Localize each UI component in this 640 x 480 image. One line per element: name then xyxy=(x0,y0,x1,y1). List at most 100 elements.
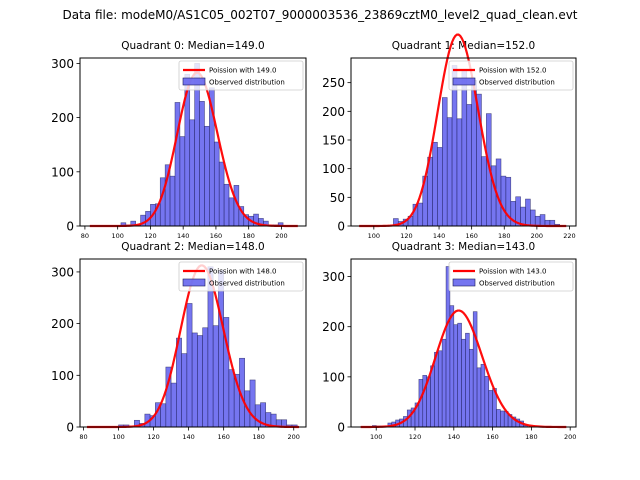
legend-bar-swatch xyxy=(452,278,476,287)
y-tick-label: 100 xyxy=(322,370,345,384)
x-tick-label: 200 xyxy=(564,433,576,441)
histogram-bar xyxy=(204,125,210,227)
histogram-bar xyxy=(466,104,472,227)
histogram-bar xyxy=(534,215,541,227)
histogram-bar xyxy=(218,161,225,227)
histogram-bar xyxy=(437,350,443,428)
x-tick-label: 160 xyxy=(210,232,222,240)
legend: Poission with 143.0 Observed distribution xyxy=(448,261,574,292)
y-tick-label: 300 xyxy=(322,270,345,284)
plot-frame xyxy=(350,57,577,227)
y-tick-label: 200 xyxy=(51,317,74,331)
legend-label-observed: Observed distribution xyxy=(479,79,555,87)
histogram-bar xyxy=(488,390,493,428)
x-tick-label: 100 xyxy=(111,232,123,240)
histogram-bar xyxy=(525,198,531,227)
histogram-bar xyxy=(441,338,447,428)
histogram-bar xyxy=(539,214,546,227)
histogram-bar xyxy=(249,379,256,428)
y-tick-label: 50 xyxy=(330,191,345,205)
legend: Poission with 148.0 Observed distribution xyxy=(178,261,304,292)
histogram-bar xyxy=(228,369,235,428)
quadrant-0-panel: Quadrant 0: Median=149.0 80 100 120 140 160 18… xyxy=(51,40,307,240)
x-tick-label: 100 xyxy=(112,433,124,441)
x-tick-label: 160 xyxy=(465,232,477,240)
x-tick-label: 160 xyxy=(486,433,498,441)
histogram-bar xyxy=(500,175,507,227)
x-tick-label: 80 xyxy=(79,433,87,441)
x-tick-label: 80 xyxy=(81,232,89,240)
legend-bar-swatch xyxy=(182,77,206,86)
x-tick-label: 120 xyxy=(400,232,412,240)
figure-title: Data file: modeM0/AS1C05_002T07_90000035… xyxy=(62,8,578,22)
histogram-bar xyxy=(202,327,209,428)
histogram-bar xyxy=(469,348,474,428)
y-tick-label: 300 xyxy=(51,265,74,279)
legend-label-poisson: Poission with 149.0 xyxy=(209,67,277,75)
x-tick-label: 120 xyxy=(144,232,156,240)
quadrant-2-panel: Quadrant 2: Median=148.0 80 100 120 140 160 18… xyxy=(51,241,307,441)
histogram-bar xyxy=(480,364,486,428)
plot-frame xyxy=(350,258,577,428)
x-tick-label: 180 xyxy=(242,232,254,240)
panel-title: Quadrant 0: Median=149.0 xyxy=(121,40,264,52)
x-tick-label: 200 xyxy=(288,433,300,441)
x-tick-label: 140 xyxy=(433,232,445,240)
x-tick-label: 160 xyxy=(217,433,229,441)
y-tick-label: 0 xyxy=(337,220,345,234)
legend-bar-swatch xyxy=(182,278,206,287)
panel-title: Quadrant 2: Median=148.0 xyxy=(121,241,264,253)
x-tick-label: 140 xyxy=(177,232,189,240)
histogram-bar xyxy=(472,311,478,428)
histogram-bar xyxy=(169,175,176,227)
histogram-bar xyxy=(254,404,261,428)
histogram-bar xyxy=(223,183,230,227)
histogram-bar xyxy=(476,367,482,428)
histogram-bar xyxy=(530,209,536,227)
y-tick-label: 200 xyxy=(51,111,74,125)
histogram-bar xyxy=(484,376,490,428)
y-tick-label: 250 xyxy=(322,76,345,90)
legend: Poission with 152.0 Observed distribution xyxy=(448,60,574,91)
y-tick-label: 150 xyxy=(322,133,345,147)
histogram-bar xyxy=(179,136,186,227)
quadrant-1-panel: Quadrant 1: Median=152.0 100 120 140 160 180 2… xyxy=(322,33,577,240)
histogram-bar xyxy=(186,303,193,428)
y-tick-label: 100 xyxy=(51,165,74,179)
histogram-bar xyxy=(160,403,167,428)
x-tick-label: 200 xyxy=(275,232,287,240)
legend-box xyxy=(178,261,304,292)
histogram-bar xyxy=(197,335,203,428)
y-tick-label: 0 xyxy=(337,421,345,435)
histogram-bar xyxy=(449,305,455,428)
histogram-bar xyxy=(228,197,235,227)
legend-label-poisson: Poission with 148.0 xyxy=(209,268,277,276)
histogram-bar xyxy=(500,410,505,428)
histogram-bar xyxy=(181,353,188,428)
histogram-bar xyxy=(176,337,182,428)
histogram-bar xyxy=(442,97,448,227)
histogram-bar xyxy=(189,119,195,227)
legend-label-observed: Observed distribution xyxy=(209,280,285,288)
histogram-bar xyxy=(191,332,198,428)
x-tick-label: 120 xyxy=(147,433,159,441)
y-tick-label: 200 xyxy=(322,320,345,334)
x-tick-label: 200 xyxy=(531,232,543,240)
y-tick-label: 300 xyxy=(51,57,74,71)
poisson-curve xyxy=(360,309,567,429)
plot-frame xyxy=(79,57,307,227)
histogram-bar xyxy=(417,202,424,227)
quadrant-3-panel: Quadrant 3: Median=143.0 100 120 140 160 180 2… xyxy=(322,241,577,441)
x-tick-label: 180 xyxy=(252,433,264,441)
x-tick-label: 220 xyxy=(563,232,575,240)
histogram-bar xyxy=(432,141,438,227)
histogram-bar xyxy=(481,156,487,227)
y-tick-label: 100 xyxy=(51,369,74,383)
histogram-bar xyxy=(437,147,443,227)
x-tick-label: 100 xyxy=(368,232,380,240)
y-tick-label: 0 xyxy=(66,220,74,234)
x-tick-label: 140 xyxy=(448,433,460,441)
histogram-bar xyxy=(457,322,462,428)
histogram-bar xyxy=(199,101,205,227)
